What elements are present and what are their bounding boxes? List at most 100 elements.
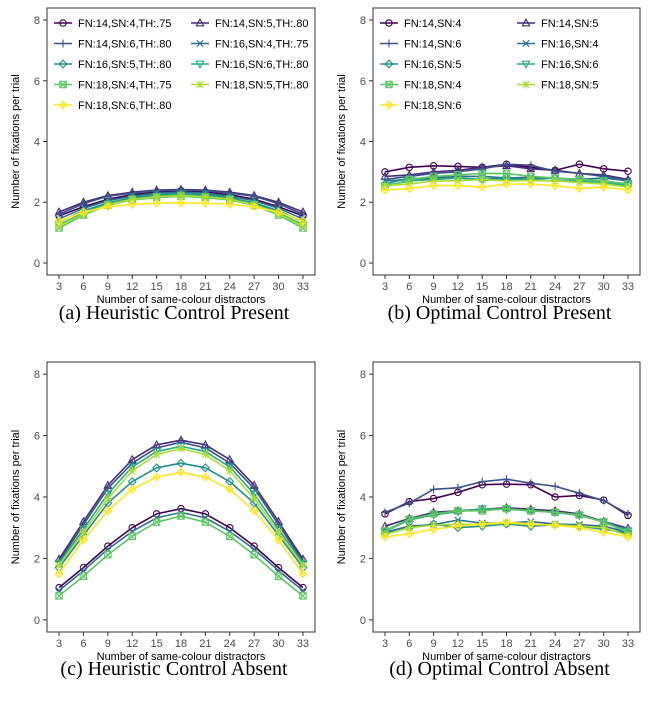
data-point [527, 507, 535, 515]
x-tick-label: 24 [549, 638, 561, 650]
legend-key-marker [58, 59, 68, 69]
data-point [152, 443, 161, 452]
data-point [176, 458, 186, 468]
x-tick-label: 21 [199, 638, 211, 650]
plot-area [372, 7, 641, 276]
data-point [454, 507, 462, 515]
data-point [274, 572, 283, 580]
y-tick-label: 2 [34, 553, 40, 565]
data-point [574, 183, 584, 194]
data-point [127, 463, 137, 472]
series-7 [55, 512, 307, 600]
data-point [128, 195, 137, 204]
x-tick-label: 9 [431, 638, 437, 650]
legend-key-marker [195, 60, 205, 69]
y-tick-label: 6 [34, 76, 40, 88]
legend-label: FN:14,SN:4,TH:.75 [78, 18, 172, 30]
data-point [574, 523, 584, 533]
y-tick-label: 6 [360, 431, 366, 443]
x-tick-label: 9 [431, 281, 437, 293]
data-point [249, 202, 259, 212]
x-tick-label: 30 [598, 638, 610, 650]
data-point [501, 517, 512, 527]
x-tick-label: 18 [175, 281, 187, 293]
series-9 [380, 179, 633, 195]
legend: FN:14,SN:4,TH:.75 FN:14,SN:5,TH:.80 FN:14,… [54, 18, 309, 112]
data-point [478, 164, 487, 173]
x-tick-label: 6 [406, 281, 412, 293]
y-tick-label: 8 [34, 15, 40, 27]
data-point [225, 199, 235, 209]
data-point [226, 532, 234, 541]
data-point [575, 160, 584, 169]
x-tick-label: 21 [199, 281, 211, 293]
x-tick-label: 15 [476, 281, 488, 293]
data-point [274, 528, 283, 537]
y-tick-label: 4 [34, 492, 40, 504]
series-8 [55, 444, 307, 570]
data-point [405, 499, 414, 508]
series-9 [54, 467, 308, 579]
x-axis-label: Number of same-colour distractors [97, 651, 266, 663]
data-point [128, 532, 136, 541]
data-point [551, 482, 560, 491]
y-tick-label: 0 [34, 615, 40, 627]
data-point [225, 484, 235, 494]
x-tick-label: 9 [105, 281, 111, 293]
legend-key-marker [522, 80, 530, 89]
data-point [624, 167, 632, 176]
data-point [152, 192, 161, 201]
y-tick-label: 4 [360, 137, 366, 149]
x-tick-label: 15 [150, 281, 162, 293]
data-point [250, 494, 259, 503]
data-point [575, 489, 584, 498]
legend-label: FN:18,SN:6,TH:.80 [78, 100, 172, 112]
data-point [429, 524, 439, 534]
series-9 [54, 198, 308, 226]
data-point [623, 532, 633, 542]
y-tick-label: 2 [360, 197, 366, 209]
x-axis-label: Number of same-colour distractors [97, 294, 266, 306]
plot-area [46, 361, 316, 633]
y-tick-label: 8 [360, 369, 366, 381]
data-point [127, 199, 137, 209]
data-point [103, 202, 113, 212]
y-axis-label: Number of fixations per trial [10, 430, 22, 565]
data-point [478, 477, 487, 486]
data-point [599, 518, 608, 526]
x-axis-label: Number of same-colour distractors [422, 651, 591, 663]
data-point [177, 444, 185, 453]
data-point [201, 443, 210, 452]
data-point [225, 463, 235, 472]
y-tick-label: 8 [34, 369, 40, 381]
data-point [405, 515, 414, 523]
legend-key-marker [196, 80, 204, 89]
data-point [502, 160, 511, 169]
legend-label: FN:14,SN:6 [404, 39, 461, 51]
data-point [453, 521, 463, 531]
data-point [152, 472, 162, 482]
data-point [104, 550, 112, 559]
panel-caption: (d) Optimal Control Absent [389, 658, 610, 680]
legend-key-marker [59, 19, 67, 27]
y-tick-label: 4 [360, 492, 366, 504]
data-point [550, 180, 560, 191]
series-3 [381, 475, 632, 518]
data-point [599, 523, 608, 532]
data-point [526, 519, 536, 529]
data-point [599, 527, 609, 537]
series-line [58, 507, 304, 589]
x-tick-label: 27 [248, 638, 260, 650]
x-tick-label: 33 [622, 281, 634, 293]
data-point [225, 195, 234, 204]
x-tick-label: 30 [272, 281, 284, 293]
data-point [477, 182, 487, 192]
data-point [79, 528, 88, 537]
panel-caption: (b) Optimal Control Present [388, 302, 612, 324]
x-tick-label: 12 [126, 638, 138, 650]
y-tick-label: 0 [360, 615, 366, 627]
y-tick-label: 2 [360, 553, 366, 565]
x-tick-label: 12 [126, 281, 138, 293]
